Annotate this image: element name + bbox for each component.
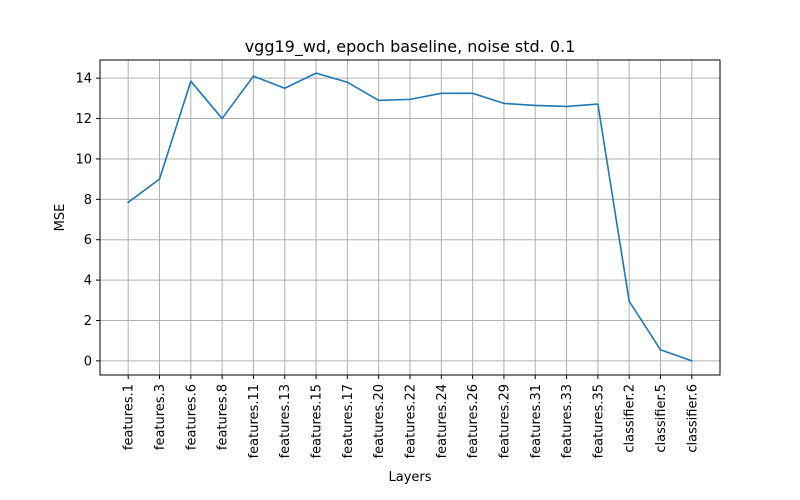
x-tick-label: features.29	[497, 384, 512, 458]
ticks: features.1 features.3 features.6 features.8…	[75, 72, 700, 459]
x-tick-label: features.17	[341, 384, 356, 458]
x-axis-label: Layers	[388, 470, 431, 485]
x-tick-label: features.11	[247, 384, 262, 458]
y-tick-label: 10	[75, 152, 92, 167]
x-tick-label: features.13	[278, 384, 293, 458]
y-tick-label: 6	[84, 233, 92, 248]
x-tick-label: features.20	[372, 384, 387, 458]
grid	[100, 60, 720, 375]
x-tick-label: features.22	[404, 384, 419, 458]
x-tick-label: classifier.6	[685, 384, 700, 453]
x-tick-label: features.3	[153, 384, 168, 450]
x-tick-label: features.26	[466, 384, 481, 458]
y-tick-label: 0	[84, 354, 92, 369]
series-line	[127, 72, 693, 362]
x-tick-label: features.1	[122, 384, 137, 450]
y-tick-label: 14	[75, 72, 92, 87]
y-tick-label: 4	[84, 274, 92, 289]
series-layer	[127, 72, 693, 362]
x-tick-label: features.33	[560, 384, 575, 458]
y-tick-label: 8	[84, 193, 92, 208]
x-tick-label: features.24	[435, 384, 450, 458]
x-tick-label: classifier.2	[623, 384, 638, 453]
y-tick-label: 2	[84, 314, 92, 329]
chart-title: vgg19_wd, epoch baseline, noise std. 0.1	[245, 37, 576, 57]
x-tick-label: features.35	[591, 384, 606, 458]
y-tick-label: 12	[75, 112, 92, 127]
x-tick-label: classifier.5	[654, 384, 669, 453]
x-tick-label: features.6	[184, 384, 199, 450]
x-tick-label: features.15	[310, 384, 325, 458]
y-axis-label: MSE	[53, 204, 68, 232]
x-tick-label: features.31	[529, 384, 544, 458]
x-tick-label: features.8	[216, 384, 231, 450]
